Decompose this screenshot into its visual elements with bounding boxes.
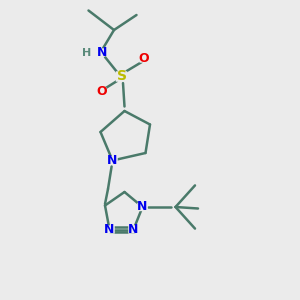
- Text: O: O: [139, 52, 149, 65]
- Text: N: N: [128, 223, 139, 236]
- FancyBboxPatch shape: [116, 71, 127, 82]
- FancyBboxPatch shape: [140, 54, 148, 63]
- Text: S: S: [116, 70, 127, 83]
- FancyBboxPatch shape: [104, 225, 115, 234]
- FancyBboxPatch shape: [98, 87, 106, 96]
- Text: H: H: [82, 47, 91, 58]
- FancyBboxPatch shape: [97, 48, 105, 57]
- FancyBboxPatch shape: [137, 203, 148, 211]
- FancyBboxPatch shape: [84, 48, 92, 57]
- FancyBboxPatch shape: [128, 225, 139, 234]
- Text: N: N: [107, 154, 118, 167]
- Text: O: O: [97, 85, 107, 98]
- Text: N: N: [97, 46, 107, 59]
- Text: N: N: [137, 200, 148, 214]
- Text: N: N: [104, 223, 115, 236]
- FancyBboxPatch shape: [107, 156, 118, 165]
